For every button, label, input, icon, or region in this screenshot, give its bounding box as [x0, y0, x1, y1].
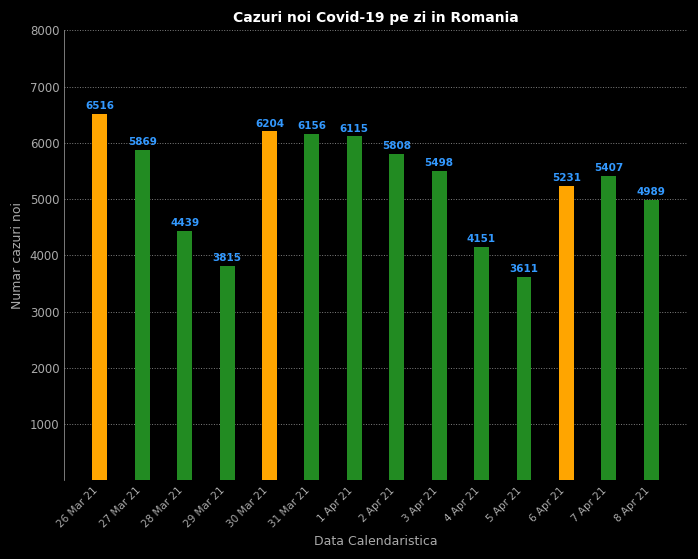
Bar	[474, 247, 489, 480]
Y-axis label: Numar cazuri noi: Numar cazuri noi	[11, 202, 24, 309]
Text: 3611: 3611	[510, 264, 538, 274]
Text: 4439: 4439	[170, 218, 199, 228]
Bar	[177, 231, 192, 480]
Bar	[559, 186, 574, 480]
Text: 6516: 6516	[85, 101, 114, 111]
Bar	[262, 131, 277, 480]
Bar	[602, 176, 616, 480]
Text: 6156: 6156	[297, 121, 327, 131]
Bar	[389, 154, 404, 480]
Bar	[517, 277, 531, 480]
Text: 3815: 3815	[213, 253, 242, 263]
Bar	[135, 150, 149, 480]
X-axis label: Data Calendaristica: Data Calendaristica	[313, 535, 438, 548]
Text: 5869: 5869	[128, 138, 157, 148]
Text: 6115: 6115	[340, 124, 369, 134]
Text: 5407: 5407	[594, 163, 623, 173]
Title: Cazuri noi Covid-19 pe zi in Romania: Cazuri noi Covid-19 pe zi in Romania	[232, 11, 519, 25]
Text: 6204: 6204	[255, 119, 284, 129]
Bar	[92, 114, 107, 480]
Bar	[431, 171, 447, 480]
Text: 5808: 5808	[383, 141, 411, 151]
Text: 5231: 5231	[552, 173, 581, 183]
Bar	[644, 200, 659, 480]
Bar	[304, 134, 319, 480]
Bar	[347, 136, 362, 480]
Text: 4989: 4989	[637, 187, 666, 197]
Text: 4151: 4151	[467, 234, 496, 244]
Text: 5498: 5498	[424, 158, 454, 168]
Bar	[220, 266, 235, 480]
